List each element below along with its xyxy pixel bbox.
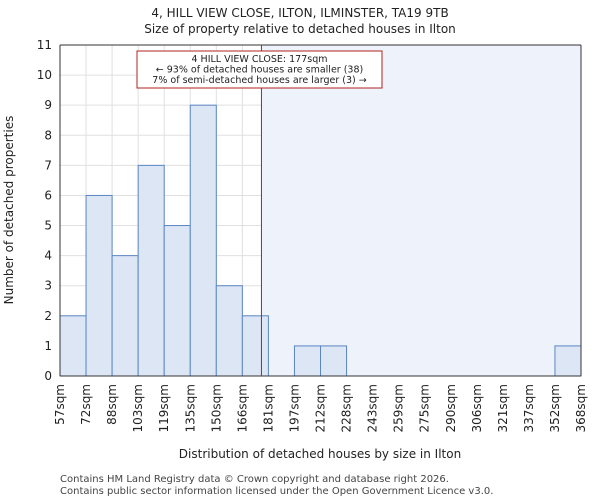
bar-103sqm [137, 164, 165, 377]
bar-72sqm [85, 194, 113, 377]
x-tick-label-290sqm: 290sqm [444, 384, 458, 432]
x-tick-label-243sqm: 243sqm [366, 384, 380, 432]
x-tick-label-135sqm: 135sqm [183, 384, 197, 432]
x-tick-label-57sqm: 57sqm [53, 384, 67, 425]
x-tick-label-259sqm: 259sqm [392, 384, 406, 432]
x-tick-label-166sqm: 166sqm [235, 384, 249, 432]
x-tick-label-181sqm: 181sqm [261, 384, 275, 432]
y-axis-label: Number of detached properties [2, 116, 16, 305]
chart-title: 4, HILL VIEW CLOSE, ILTON, ILMINSTER, TA… [151, 6, 448, 20]
chart-subtitle: Size of property relative to detached ho… [144, 22, 456, 36]
annotation-line-3: 7% of semi-detached houses are larger (3… [152, 75, 366, 86]
bar-88sqm [111, 255, 139, 377]
bar-197sqm [293, 345, 322, 377]
y-tick-label-4: 4 [44, 249, 52, 263]
x-tick-label-321sqm: 321sqm [496, 384, 510, 432]
y-tick-label-2: 2 [44, 309, 52, 323]
x-tick-label-72sqm: 72sqm [79, 384, 93, 425]
y-tick-label-11: 11 [37, 38, 52, 52]
bar-352sqm [554, 345, 582, 377]
x-tick-label-88sqm: 88sqm [105, 384, 119, 425]
larger-region-highlight [261, 45, 581, 376]
highlight-layer [261, 45, 581, 376]
y-tick-label-10: 10 [37, 68, 52, 82]
annotation-box [136, 50, 383, 89]
x-tick-label-212sqm: 212sqm [314, 384, 328, 432]
y-tick-label-1: 1 [44, 339, 52, 353]
axes-layer: 0 1 2 3 4 5 6 7 8 9 10 11 57sqm 72sqm 88sqm 103sqm 119sq… [37, 38, 588, 432]
bar-135sqm [189, 104, 217, 377]
x-tick-label-306sqm: 306sqm [470, 384, 484, 432]
y-tick-label-9: 9 [44, 98, 52, 112]
bar-57sqm [59, 315, 87, 377]
x-tick-label-228sqm: 228sqm [340, 384, 354, 432]
footer-line-2: Contains public sector information licen… [60, 486, 493, 497]
y-tick-label-3: 3 [44, 279, 52, 293]
annotation-line-2: ← 93% of detached houses are smaller (38… [156, 65, 363, 76]
x-tick-label-150sqm: 150sqm [209, 384, 223, 432]
y-tick-label-0: 0 [44, 369, 52, 383]
y-tick-label-6: 6 [44, 188, 52, 202]
footer-line-1: Contains HM Land Registry data © Crown c… [60, 474, 449, 485]
bar-212sqm [320, 345, 348, 377]
annotation-layer: 4 HILL VIEW CLOSE: 177sqm← 93% of detach… [136, 45, 383, 376]
x-tick-label-352sqm: 352sqm [548, 384, 562, 432]
bar-150sqm [215, 285, 243, 377]
bar-119sqm [163, 225, 191, 377]
y-tick-label-5: 5 [44, 219, 52, 233]
y-tick-label-8: 8 [44, 128, 52, 142]
x-tick-label-368sqm: 368sqm [574, 384, 588, 432]
x-tick-label-197sqm: 197sqm [287, 384, 301, 432]
bar-166sqm [241, 315, 269, 377]
x-axis-label: Distribution of detached houses by size … [179, 447, 461, 461]
annotation-line-1: 4 HILL VIEW CLOSE: 177sqm [191, 54, 327, 65]
bars-layer [59, 104, 582, 377]
x-tick-label-275sqm: 275sqm [418, 384, 432, 432]
y-tick-label-7: 7 [44, 158, 52, 172]
x-tick-label-119sqm: 119sqm [157, 384, 171, 432]
x-tick-label-103sqm: 103sqm [131, 384, 145, 432]
x-tick-label-337sqm: 337sqm [522, 384, 536, 432]
